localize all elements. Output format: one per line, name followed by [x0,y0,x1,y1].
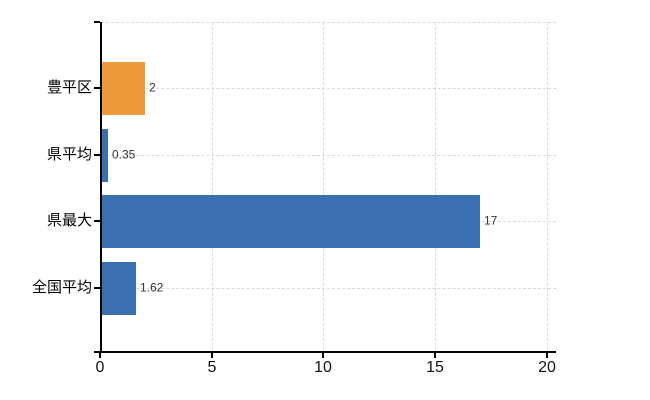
y-axis-tick [94,220,100,222]
x-gridline [323,22,324,351]
y-axis-top-tick [94,21,100,23]
x-tick-label: 10 [314,359,332,376]
x-axis-tick [99,353,101,358]
category-gridline [101,155,556,156]
bar-県最大 [101,195,480,248]
x-axis-tick [546,353,548,358]
value-label: 17 [484,213,498,228]
category-label: 豊平区 [46,79,92,96]
x-axis-line [94,351,556,353]
bar-全国平均 [101,262,136,315]
x-gridline [547,22,548,351]
category-gridline [101,288,556,289]
category-label: 県平均 [46,146,92,163]
x-tick-label: 0 [95,359,105,376]
x-axis-tick [434,353,436,358]
x-tick-label: 20 [538,359,556,376]
x-axis-tick [211,353,213,358]
y-axis-tick [94,287,100,289]
value-label: 2 [149,80,156,95]
x-gridline [212,22,213,351]
x-tick-label: 5 [207,359,217,376]
x-tick-label: 15 [426,359,444,376]
x-axis-tick [322,353,324,358]
category-gridline [101,88,556,89]
y-axis-line [100,22,102,353]
bar-県平均 [101,129,108,182]
category-label: 全国平均 [31,279,92,296]
y-axis-tick [94,154,100,156]
bar-豊平区 [101,62,145,115]
y-axis-tick [94,87,100,89]
value-label: 0.35 [112,147,136,162]
x-gridline [435,22,436,351]
value-label: 1.62 [140,280,164,295]
category-label: 県最大 [46,212,92,229]
plot-top-gridline [101,22,556,23]
